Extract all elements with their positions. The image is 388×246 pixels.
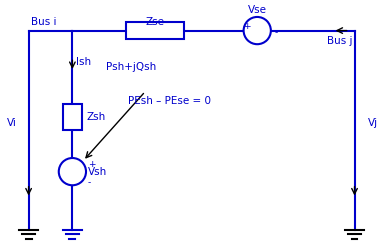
Text: +: + — [88, 160, 95, 169]
Text: +: + — [243, 22, 250, 31]
Text: -: - — [88, 178, 91, 187]
Text: -: - — [274, 29, 277, 37]
Text: Vsh: Vsh — [88, 167, 107, 177]
Bar — [62, 104, 82, 130]
Bar — [126, 22, 184, 39]
Text: Vi: Vi — [7, 118, 17, 128]
Circle shape — [59, 158, 86, 185]
Text: Ish: Ish — [76, 57, 92, 67]
Text: Zsh: Zsh — [86, 112, 105, 122]
Circle shape — [244, 17, 271, 44]
Text: Vse: Vse — [248, 5, 267, 15]
Text: Bus i: Bus i — [31, 17, 57, 27]
Text: Vj: Vj — [368, 118, 378, 128]
Text: Zse: Zse — [146, 17, 165, 27]
Text: PEsh – PEse = 0: PEsh – PEse = 0 — [128, 96, 211, 106]
Text: Psh+jQsh: Psh+jQsh — [106, 62, 157, 72]
Text: Bus j: Bus j — [327, 36, 352, 46]
